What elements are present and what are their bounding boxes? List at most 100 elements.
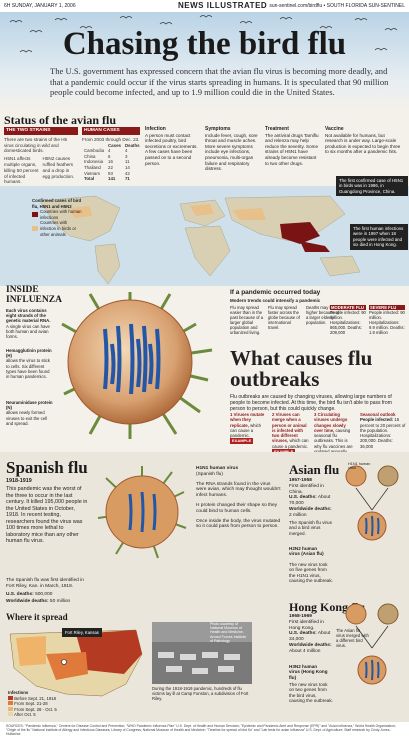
what-causes-text: Flu outbreaks are caused by changing vir…	[230, 394, 392, 412]
table-header-cell: Cases	[108, 142, 121, 148]
human-cases-table: Cases Deaths Cambodia 4 4 China 6 3 Indonesi…	[82, 143, 142, 182]
table-row: Total 141 71	[82, 176, 142, 182]
cause-step-3-num: 3	[314, 412, 317, 417]
masthead-section: NEWS ILLUSTRATED	[178, 1, 268, 10]
seasonal-text: 15 percent to 20 percent of the populati…	[360, 417, 406, 449]
table-cell: 22	[108, 164, 113, 170]
table-row: Cambodia 4 4	[82, 148, 142, 154]
asian-ww-value: 2 million	[289, 512, 307, 518]
spread-legend-item: From Sept. 28 - Oct. 5	[14, 706, 57, 712]
human-cases-head: HUMAN CASES	[82, 127, 140, 135]
legend-item-animal: Countries with infection in birds or oth…	[40, 220, 77, 237]
neuraminidase-label: Neuraminidase protein (N) allows newly f…	[6, 400, 54, 426]
legend-swatch-human	[32, 212, 38, 218]
pandemic-col-2: Flu may spread faster across the globe b…	[268, 305, 300, 331]
example-badge: EXAMPLE	[272, 449, 296, 455]
symptoms-text: Include fever, cough, sore throat and mu…	[205, 132, 258, 172]
cause-step-3-head: Circulating viruses undergo changes slow…	[314, 412, 348, 433]
table-cell: 11	[124, 159, 130, 165]
legend-swatch-animal	[32, 226, 38, 232]
cause-step-1-num: 1	[230, 412, 233, 417]
ww-deaths-value: 50 million	[49, 598, 71, 604]
table-row: Vietnam 93 42	[82, 171, 142, 177]
example-badge: EXAMPLE	[230, 438, 254, 444]
camp-funston-photo	[152, 622, 252, 684]
asian-flu-text: First identified in China.	[289, 483, 324, 495]
table-cell: Thailand	[84, 164, 101, 170]
spanish-step-2: H protein changed their shape so they co…	[196, 502, 278, 514]
pandemic-col-1: Flu may spread easier than in the past b…	[230, 305, 264, 336]
hong-kong-flu-title: Hong Kong flu	[289, 600, 366, 614]
photo-placeholder	[152, 622, 252, 684]
fort-riley-label: Fort Riley, Kansas	[62, 628, 102, 638]
photo-credit: Photo courtesy of National Museum of Hea…	[210, 622, 247, 643]
page-title: Chasing the bird flu	[62, 26, 347, 62]
treatment-head: Treatment	[265, 126, 289, 132]
vaccine-box: Vaccine Not available for humans, but re…	[325, 126, 403, 155]
spanish-step-3: Once inside the body, the virus mutated …	[196, 518, 281, 530]
severe-flu-text: People infected: 90 million. Hospitaliza…	[369, 310, 405, 336]
severe-flu-tag: SEVERE FLU	[369, 305, 405, 311]
cause-step-3: 3 Circulating viruses undergo changes sl…	[314, 412, 356, 454]
table-cell: 42	[124, 170, 130, 176]
h3n2-label: H3N2 human virus (Hong Kong flu)	[289, 664, 328, 680]
table-cell: Cambodia	[84, 148, 105, 154]
infection-text: A person must contact infected poultry, …	[145, 132, 198, 166]
human-cases-sub: From 2003 through Dec. 23.	[82, 136, 140, 142]
infection-head: Infection	[145, 126, 166, 132]
asian-note-2: The new virus took on five genes from th…	[289, 562, 333, 584]
table-cell: Vietnam	[84, 170, 101, 176]
photo-caption: During the 1918-1919 pandemic, hundreds …	[152, 686, 249, 701]
table-cell: 141	[108, 176, 116, 182]
spanish-flu-origin: The Spanish flu was first identified in …	[6, 578, 84, 589]
spread-legend-title: Infections	[8, 690, 29, 695]
intro-text: The U.S. government has expressed concer…	[50, 66, 389, 97]
world-map	[0, 186, 409, 286]
table-cell: 3	[124, 153, 128, 159]
spanish-step-1: The RNA strands found in the virus were …	[196, 481, 281, 499]
ww-deaths-label: Worldwide deaths:	[6, 598, 49, 604]
cause-step-2-num: 2	[272, 412, 275, 417]
table-cell: 4	[124, 148, 128, 154]
hero-sky	[0, 12, 409, 112]
hk-flu-virus-diagram	[345, 603, 399, 685]
map-legend: Confirmed cases of bird flu, H5N1 and H5…	[32, 198, 82, 237]
spread-legend-item: From Sept. 21-28	[14, 701, 48, 707]
symptoms-box: Symptoms Include fever, cough, sore thro…	[205, 126, 261, 172]
cause-step-2-text: which can cause a pandemic.	[272, 438, 309, 449]
spanish-flu-stats: U.S. deaths: 500,000 Worldwide deaths: 5…	[6, 592, 86, 605]
vaccine-text: Not available for humans, but research i…	[325, 132, 401, 155]
seasonal-sub: People infected:	[360, 417, 394, 423]
inside-intro-head: Each virus contains eight strands of the…	[6, 308, 51, 324]
where-it-spread-title: Where it spread	[6, 612, 68, 622]
legend-item-human: Countries with human infections	[40, 209, 82, 220]
spanish-flu-virus-icon	[97, 466, 187, 559]
neuraminidase-head: Neuraminidase protein (N)	[6, 400, 53, 411]
table-cell: Indonesia	[84, 159, 104, 165]
hk-ww-value: About 4 million	[289, 648, 321, 654]
inside-intro: Each virus contains eight strands of the…	[6, 308, 54, 339]
us-spread-map	[9, 629, 143, 697]
moderate-flu-tag: MODERATE FLU	[330, 305, 366, 311]
h2n2-label: H2N2 human virus (Asian flu)	[289, 546, 324, 557]
treatment-box: Treatment The antiviral drugs Tamiflu an…	[265, 126, 321, 166]
h5n1-text: H5N1 affects multiple organs, killing 50…	[4, 156, 39, 185]
seasonal-head: Seasonal outlook	[360, 412, 396, 417]
spread-legend: Infections Before Sept. 21, 1918 From Se…	[8, 690, 57, 718]
table-cell: 93	[108, 170, 113, 176]
legend-swatch	[8, 701, 13, 706]
masthead-date: 6H SUNDAY, JANUARY 1, 2006	[4, 3, 76, 9]
two-strains-head: THE TWO STRAINS	[4, 127, 78, 135]
pandemic-col-3: Deaths may be higher because of a larger…	[306, 305, 340, 326]
pandemic-title: If a pandemic occurred today	[230, 289, 321, 296]
spread-legend-item: After Oct. 5	[13, 712, 36, 718]
cause-step-1: 1 Viruses mutate when they replicate, wh…	[230, 412, 268, 444]
legend-swatch	[8, 695, 13, 700]
asian-flu-title: Asian flu	[289, 462, 340, 477]
table-row: China 6 3	[82, 154, 142, 160]
hemagglutinin-text: allows the virus to stick to cells. Six …	[6, 358, 50, 380]
table-header-row: Cases Deaths	[82, 143, 142, 149]
spanish-flu-text: This pandemic was the worst of the three…	[6, 486, 88, 544]
seasonal-outlook: Seasonal outlook People infected: 15 per…	[360, 412, 406, 449]
spread-legend-item: Before Sept. 21, 1918	[14, 695, 57, 701]
